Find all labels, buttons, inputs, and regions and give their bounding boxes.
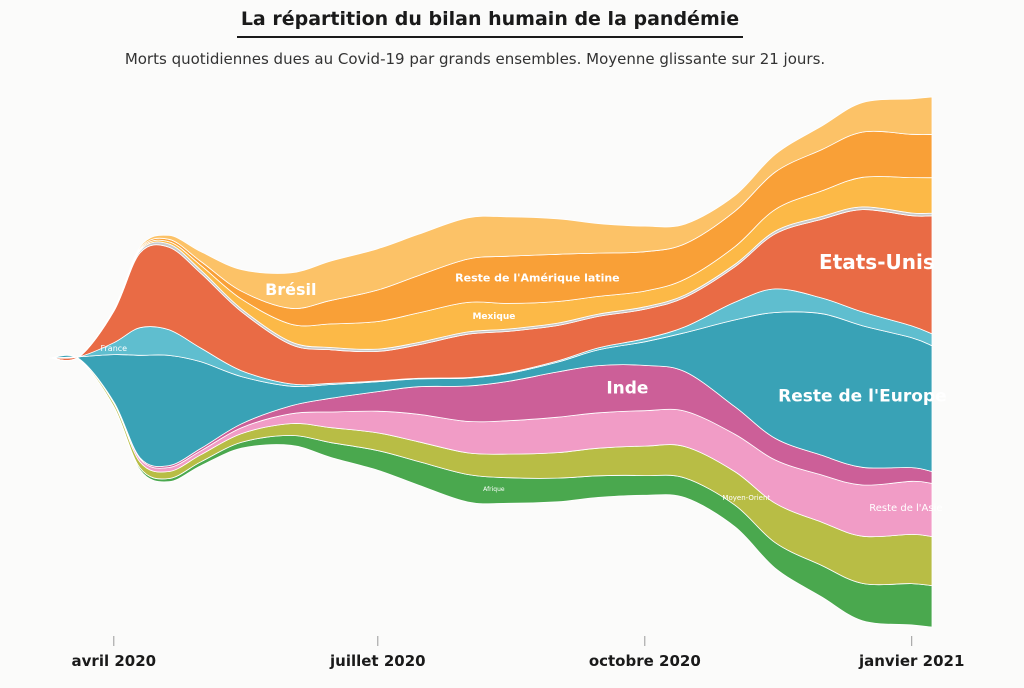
stream-br-sil xyxy=(49,96,933,362)
label-reste-de-l-asie: Reste de l'Asie xyxy=(869,503,942,514)
x-tick-label: janvier 2021 xyxy=(858,652,964,670)
label-reste-de-l-europe: Reste de l'Europe xyxy=(778,387,946,407)
stream-layers xyxy=(49,96,933,628)
label-france: France xyxy=(100,344,127,353)
chart-title-text: La répartition du bilan humain de la pan… xyxy=(236,8,744,38)
label-inde: Inde xyxy=(606,379,648,399)
x-tick-label: juillet 2020 xyxy=(329,652,426,670)
chart-subtitle: Morts quotidiennes dues au Covid-19 par … xyxy=(124,50,826,68)
x-tick-label: octobre 2020 xyxy=(589,652,701,670)
stream-labels: Afrique Moyen-Orient Reste de l'Asie Inde Re… xyxy=(100,250,946,514)
label-moyen-orient: Moyen-Orient xyxy=(722,494,770,502)
x-axis: avril 2020 juillet 2020 octobre 2020 janvie… xyxy=(72,636,964,670)
x-tick-label: avril 2020 xyxy=(72,652,157,670)
label-afrique: Afrique xyxy=(483,486,505,493)
label-reste-de-l-am-rique-latine: Reste de l'Amérique latine xyxy=(455,272,619,285)
label-mexique: Mexique xyxy=(472,312,515,322)
label-br-sil: Brésil xyxy=(265,280,316,299)
label-etats-unis: Etats-Unis xyxy=(819,250,935,274)
chart-title: La répartition du bilan humain de la pan… xyxy=(0,8,980,38)
